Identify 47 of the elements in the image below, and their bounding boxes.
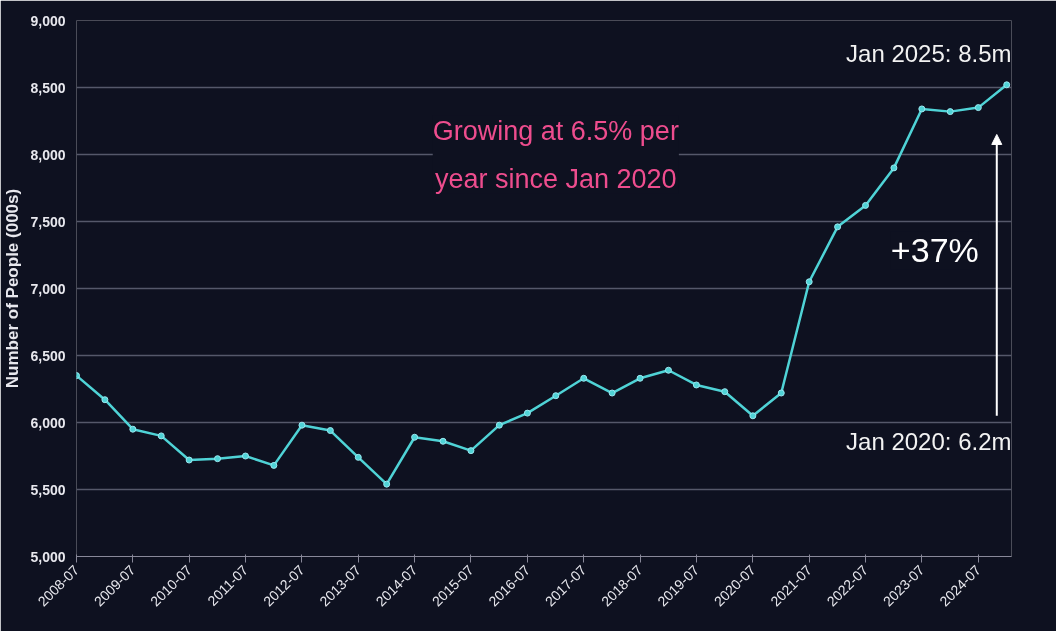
point [467,447,475,455]
point [354,453,362,461]
point [918,105,926,113]
y-axis-title: Number of People (000s) [3,188,23,389]
y-tick-label: 8,500 [30,79,66,96]
point [974,104,982,112]
y-tick-label: 8,000 [30,146,66,163]
point [552,392,560,400]
annotation: Jan 2025: 8.5m [846,39,1012,67]
point [692,381,700,389]
point [608,389,616,397]
point [383,480,391,488]
annotation: +37% [890,231,979,270]
point [270,461,278,469]
point [777,389,785,397]
y-tick-label: 6,000 [30,414,66,431]
point [523,409,531,417]
point [1003,81,1011,89]
point [862,201,870,209]
y-tick-label: 6,500 [30,347,66,364]
point [834,223,842,231]
point [157,432,165,440]
point [241,452,249,460]
point [495,421,503,429]
point [298,421,306,429]
point [946,108,954,116]
point [749,412,757,420]
point [439,437,447,445]
point [326,427,334,435]
point [580,374,588,382]
point [411,433,419,441]
point [721,388,729,396]
annotation: Growing at 6.5% per year since Jan 2020 [432,115,679,194]
point [214,455,222,463]
annotation: Jan 2020: 6.2m [846,427,1012,455]
y-tick-label: 7,500 [30,213,66,230]
y-tick-label: 7,000 [30,280,66,297]
point [636,374,644,382]
point [129,425,137,433]
point [185,456,193,464]
point [805,278,813,286]
y-tick-label: 5,000 [30,548,66,565]
point [101,396,109,404]
y-tick-label: 5,500 [30,481,66,498]
y-tick-label: 9,000 [30,12,66,29]
point [890,164,898,172]
point [664,366,672,374]
